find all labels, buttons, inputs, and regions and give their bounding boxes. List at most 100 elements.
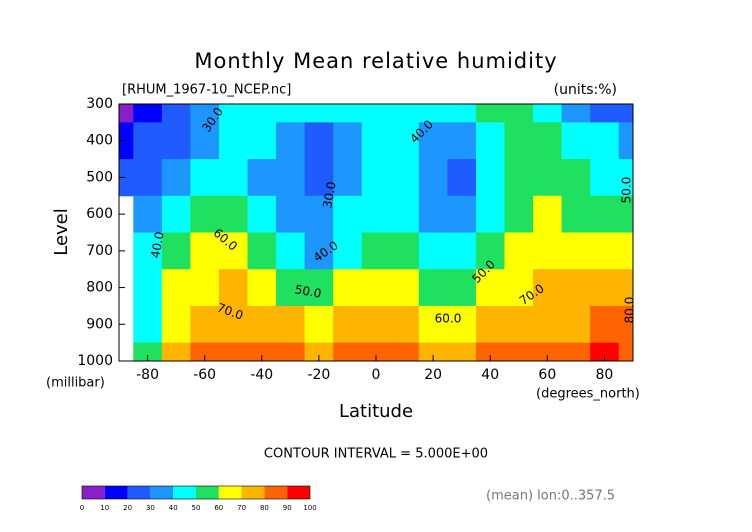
cell (618, 104, 634, 123)
cell (361, 159, 391, 197)
y-axis-label: Level (51, 208, 72, 256)
cell (304, 122, 334, 160)
cell (361, 342, 391, 362)
cell (390, 232, 420, 270)
cell (447, 104, 477, 123)
colorbar-label: 10 (100, 504, 109, 512)
x-tick-label: 60 (538, 367, 556, 383)
colorbar-label: 90 (283, 504, 292, 512)
colorbar-label: 50 (192, 504, 201, 512)
cell (333, 342, 363, 362)
cell (276, 305, 306, 344)
colorbar-swatch (82, 486, 105, 499)
cell (533, 159, 563, 197)
cell (561, 232, 591, 270)
cell (561, 305, 591, 344)
cell (504, 122, 534, 160)
x-axis-label: Latitude (339, 401, 413, 422)
cell (190, 104, 220, 123)
cell (418, 305, 448, 344)
cell (618, 305, 634, 344)
colorbar-swatch (196, 486, 219, 499)
contour-label: 50.0 (294, 282, 323, 300)
cell (247, 342, 277, 362)
cell (618, 269, 634, 307)
cell (447, 269, 477, 307)
cell (418, 232, 448, 270)
cell (361, 104, 391, 123)
x-tick-label: 0 (372, 367, 381, 383)
cell (133, 104, 163, 123)
cell (276, 122, 306, 160)
cell (247, 122, 277, 160)
cell (247, 104, 277, 123)
subtitle: [RHUM_1967-10_NCEP.nc] (122, 83, 291, 98)
y-tick-label: 600 (86, 206, 113, 222)
contour-interval: CONTOUR INTERVAL = 5.000E+00 (264, 447, 488, 462)
colorbar-label: 40 (169, 504, 178, 512)
cell (247, 269, 277, 307)
cell (533, 232, 563, 270)
cell (304, 195, 334, 233)
chart-title: Monthly Mean relative humidity (194, 49, 557, 73)
cell (504, 195, 534, 233)
cell (190, 232, 220, 270)
cell (561, 195, 591, 233)
y-tick-label: 800 (86, 280, 113, 296)
cell (390, 122, 420, 160)
cell (590, 195, 620, 233)
cell (475, 269, 505, 307)
cell (504, 104, 534, 123)
cell (504, 232, 534, 270)
cell (447, 305, 477, 344)
cell (590, 104, 620, 123)
cell (475, 104, 505, 123)
y-tick-label: 500 (86, 169, 113, 185)
cell (361, 232, 391, 270)
footnote: (mean) lon:0..357.5 (486, 489, 615, 504)
colorbar-swatch (173, 486, 196, 499)
cell (119, 104, 134, 123)
colorbar-swatch (127, 486, 151, 499)
cell (190, 305, 220, 344)
cell (218, 195, 248, 233)
cell (161, 195, 191, 233)
contour-label: 30.0 (320, 181, 338, 210)
colorbar-swatch (264, 486, 288, 499)
cell (190, 269, 220, 307)
cell (390, 342, 420, 362)
cell (561, 342, 591, 362)
y-tick-label: 1000 (77, 353, 113, 369)
cell (447, 159, 477, 197)
cell (333, 104, 363, 123)
cell (533, 104, 563, 123)
x-unit: (degrees_north) (536, 387, 640, 402)
cell (161, 342, 191, 362)
cell (276, 195, 306, 233)
x-tick-label: -40 (250, 367, 273, 383)
cell (447, 122, 477, 160)
cell (247, 232, 277, 270)
cell (475, 159, 505, 197)
y-tick-label: 700 (86, 243, 113, 259)
colorbar-label: 70 (237, 504, 246, 512)
cell (333, 195, 363, 233)
colorbar-label: 0 (80, 504, 84, 512)
cell (304, 305, 334, 344)
cell (161, 305, 191, 344)
cell (218, 305, 248, 344)
cell (276, 342, 306, 362)
cell (390, 269, 420, 307)
cell (304, 232, 334, 270)
cell (504, 305, 534, 344)
cell (533, 305, 563, 344)
colorbar-swatch (104, 486, 128, 499)
cell (390, 159, 420, 197)
cell (590, 232, 620, 270)
cell (475, 342, 505, 362)
x-tick-label: 80 (596, 367, 614, 383)
cell (276, 269, 306, 307)
cell (276, 159, 306, 197)
x-tick-label: 20 (424, 367, 442, 383)
cell (390, 195, 420, 233)
